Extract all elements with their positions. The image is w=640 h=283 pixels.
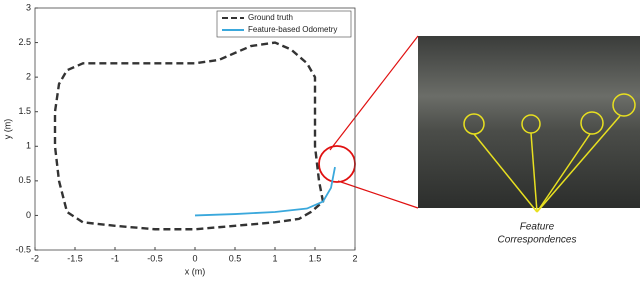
x-axis-label: x (m) [185, 266, 206, 276]
marker [580, 111, 604, 135]
y-tick-label: 0 [26, 210, 31, 220]
x-tick-label: 1.5 [309, 253, 322, 263]
zoom-line [337, 180, 419, 209]
correspondence-markers [463, 93, 636, 213]
pointer [530, 132, 538, 213]
x-tick-label: -2 [31, 253, 39, 263]
x-tick-label: 1 [272, 253, 277, 263]
annotation: Feature [520, 222, 555, 233]
y-tick-label: 2.5 [18, 37, 31, 47]
series-line [194, 166, 336, 217]
legend-label: Feature-based Odometry [248, 25, 337, 34]
x-tick-label: 2 [352, 253, 357, 263]
x-tick-label: -1.5 [67, 253, 83, 263]
pointer [536, 115, 621, 213]
series-line [53, 41, 325, 231]
y-axis-label: y (m) [2, 119, 12, 140]
marker [612, 93, 636, 117]
pointer [536, 133, 591, 213]
x-tick-label: 0.5 [229, 253, 242, 263]
y-tick-label: 1 [26, 141, 31, 151]
legend-box [216, 10, 352, 38]
camera-image [418, 36, 640, 208]
pointer [473, 133, 538, 213]
legend-label: Ground truth [248, 13, 293, 22]
y-tick-label: 2 [26, 72, 31, 82]
x-tick-label: 0 [192, 253, 197, 263]
y-tick-label: 1.5 [18, 106, 31, 116]
y-tick-label: 3 [26, 2, 31, 12]
x-tick-label: -0.5 [147, 253, 163, 263]
zoom-circle [318, 145, 356, 183]
y-tick-label: 0.5 [18, 175, 31, 185]
x-tick-label: -1 [111, 253, 119, 263]
y-tick-label: -0.5 [15, 244, 31, 254]
zoom-line [329, 35, 419, 151]
annotation: Correspondences [498, 235, 577, 246]
